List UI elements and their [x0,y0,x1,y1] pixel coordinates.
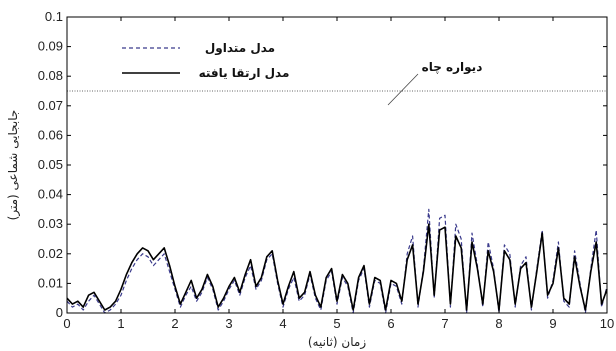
x-tick-label: 9 [549,316,556,331]
plot-background [67,17,607,313]
y-tick-label: 0 [56,305,63,320]
x-tick-label: 1 [117,316,124,331]
x-tick-label: 10 [600,316,614,331]
x-axis-ticks: 0 1 2 3 4 5 6 7 8 9 10 [63,17,614,331]
y-tick-label: 0.07 [38,98,63,113]
series-line-enhanced [66,223,608,311]
y-tick-label: 0.01 [38,275,63,290]
y-axis-ticks: 0 0.01 0.02 0.03 0.04 0.05 0.06 0.07 0.08 0.09 0.1 [38,9,607,320]
y-tick-label: 0.1 [45,9,63,24]
y-tick-label: 0.03 [38,216,63,231]
x-tick-label: 0 [63,316,70,331]
legend: مدل متداول مدل ارتقا یافته [122,41,289,80]
x-axis-label: زمان (ثانیه) [308,335,366,350]
y-tick-label: 0.02 [38,246,63,261]
x-tick-label: 6 [387,316,394,331]
well-wall-pointer [387,73,419,106]
y-axis-label: جابجایی شماعی (متر) [6,110,21,221]
x-tick-label: 4 [279,316,286,331]
y-tick-label: 0.04 [38,187,63,202]
x-tick-label: 7 [441,316,448,331]
y-tick-label: 0.09 [38,39,63,54]
x-tick-label: 2 [171,316,178,331]
y-tick-label: 0.05 [38,157,63,172]
y-tick-label: 0.08 [38,68,63,83]
y-tick-label: 0.06 [38,127,63,142]
x-tick-label: 3 [225,316,232,331]
x-tick-label: 5 [333,316,340,331]
legend-label-enhanced: مدل ارتقا یافته [199,66,290,80]
well-wall-label: دیواره چاه [422,60,483,75]
x-tick-label: 8 [495,316,502,331]
legend-label-conventional: مدل متداول [205,41,275,56]
